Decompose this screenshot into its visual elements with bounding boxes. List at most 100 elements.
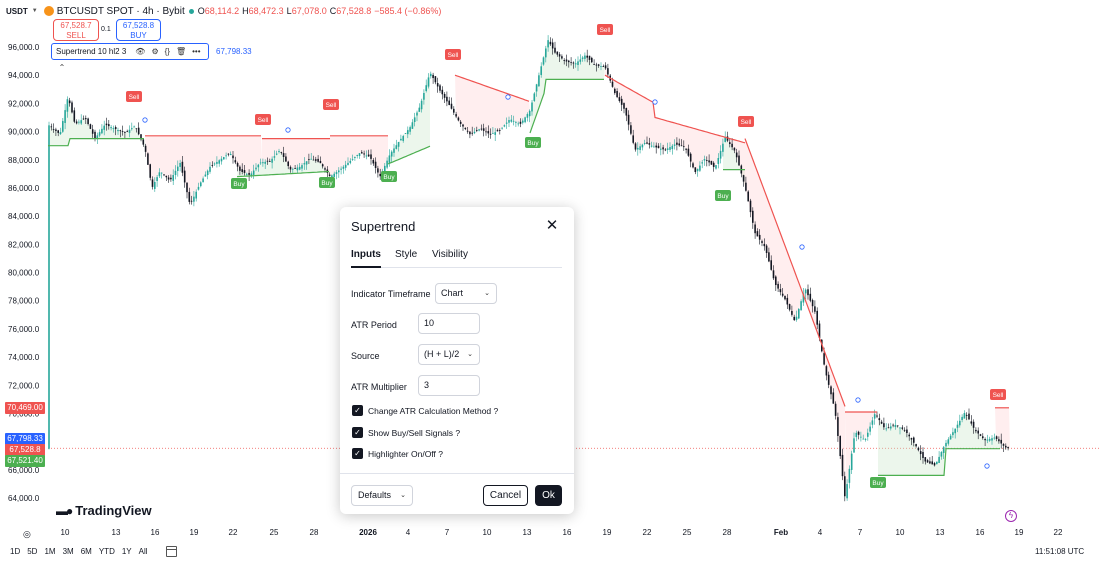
time-tick-label: 16	[151, 528, 160, 537]
checkbox-show-signals[interactable]: ✓ Show Buy/Sell Signals ?	[352, 427, 460, 438]
candle-body	[979, 434, 982, 436]
candle-body	[250, 173, 253, 176]
candle-body	[434, 76, 437, 83]
candle-body	[885, 428, 887, 430]
candle-body	[646, 142, 648, 144]
defaults-dropdown[interactable]: Defaults ⌄	[351, 485, 413, 506]
candle-body	[487, 131, 490, 134]
candle-body	[400, 138, 402, 141]
indicator-legend[interactable]: Supertrend 10 hl2 3 👁 ⚙ {} 🗑 •••	[51, 43, 209, 60]
supertrend-line	[48, 138, 144, 147]
price-tag: 70,469.00	[5, 402, 45, 414]
candle-body	[496, 130, 499, 132]
candle-body	[64, 110, 66, 123]
candle-body	[522, 120, 524, 123]
sell-signal-label: Sell	[993, 392, 1004, 399]
candle-body	[117, 130, 119, 132]
checkbox-checked-icon[interactable]: ✓	[352, 405, 363, 416]
candle-body	[446, 96, 448, 102]
timeframe-6m[interactable]: 6M	[80, 547, 92, 556]
ok-button[interactable]: Ok	[535, 485, 562, 506]
candle-body	[975, 429, 977, 432]
atr-multiplier-input[interactable]: 3	[418, 375, 480, 396]
ohlc-label: C	[329, 6, 337, 16]
candle-body	[482, 128, 485, 131]
candle-body	[462, 124, 464, 127]
trend-highlight	[388, 72, 430, 164]
candle-body	[273, 156, 276, 158]
ohlc-value: 67,528.8	[336, 6, 372, 16]
timeframe-1y[interactable]: 1Y	[121, 547, 132, 556]
chevron-up-icon[interactable]: ⌃	[58, 63, 66, 72]
candle-body	[163, 174, 165, 176]
time-tick-label: 16	[563, 528, 572, 537]
checkbox-checked-icon[interactable]: ✓	[352, 427, 363, 438]
candle-body	[165, 175, 168, 178]
timeframe-all[interactable]: All	[138, 547, 148, 556]
lightning-icon[interactable]: ϟ	[1005, 510, 1017, 522]
clock[interactable]: 11:51:08 UTC	[1035, 547, 1085, 556]
indicator-name[interactable]: Supertrend 10 hl2 3	[56, 47, 127, 56]
timeframe-3m[interactable]: 3M	[62, 547, 74, 556]
candle-body	[954, 428, 956, 434]
checkbox-highlighter[interactable]: ✓ Highlighter On/Off ?	[352, 448, 443, 459]
candle-body	[188, 191, 191, 202]
candle-body	[351, 158, 354, 160]
timeframe-select[interactable]: Chart ⌄	[435, 283, 497, 304]
quote-currency[interactable]: USDT	[6, 6, 28, 16]
chevron-down-icon[interactable]: ▼	[31, 8, 38, 14]
trash-icon[interactable]: 🗑	[175, 47, 187, 56]
sell-price: 67,528.7	[60, 21, 92, 30]
candle-body	[108, 124, 110, 127]
time-tick-label: 25	[683, 528, 692, 537]
tab-visibility[interactable]: Visibility	[432, 249, 468, 260]
candle-body	[798, 308, 800, 319]
more-icon[interactable]: •••	[192, 47, 201, 56]
tab-style[interactable]: Style	[395, 249, 418, 260]
candle-body	[641, 144, 644, 148]
candle-body	[384, 165, 386, 173]
candle-body	[220, 158, 223, 162]
checkbox-checked-icon[interactable]: ✓	[352, 448, 363, 459]
goto-date-icon[interactable]: ◎	[23, 529, 31, 539]
candle-body	[282, 153, 285, 157]
eye-icon[interactable]: 👁	[135, 47, 146, 56]
timeframe-1m[interactable]: 1M	[44, 547, 56, 556]
buy-button[interactable]: 67,528.8 BUY	[116, 19, 161, 41]
source-code-icon[interactable]: {}	[164, 47, 170, 56]
candle-body	[430, 73, 432, 77]
trend-highlight	[878, 413, 1000, 476]
sell-label: SELL	[66, 31, 86, 40]
atr-period-input[interactable]: 10	[418, 313, 480, 334]
cancel-button[interactable]: Cancel	[483, 485, 528, 506]
sell-signal-label: Sell	[600, 27, 611, 34]
settings-icon[interactable]: ⚙	[151, 47, 159, 56]
close-icon[interactable]: ✕	[545, 217, 559, 234]
candle-body	[919, 451, 922, 455]
symbol-name[interactable]: BTCUSDT SPOT · 4h · Bybit	[56, 5, 185, 17]
tab-inputs[interactable]: Inputs	[351, 249, 381, 260]
candle-body	[961, 416, 963, 420]
timeframe-1d[interactable]: 1D	[10, 547, 21, 556]
candle-body	[126, 131, 128, 133]
timeframe-5d[interactable]: 5D	[27, 547, 38, 556]
candle-body	[227, 153, 230, 155]
candle-body	[478, 129, 480, 131]
time-tick-label: 19	[603, 528, 612, 537]
candle-body	[770, 260, 772, 270]
candle-body	[846, 484, 848, 499]
candle-body	[949, 435, 952, 440]
source-select[interactable]: (H + L)/2 ⌄	[418, 344, 480, 365]
candle-body	[931, 461, 933, 465]
time-tick-label: 22	[229, 528, 238, 537]
timeframe-ytd[interactable]: YTD	[98, 547, 115, 556]
calendar-icon[interactable]	[166, 546, 177, 557]
sell-button[interactable]: 67,528.7 SELL	[53, 19, 99, 41]
trend-highlight	[330, 135, 388, 177]
candle-body	[216, 161, 218, 164]
candle-body	[853, 438, 855, 453]
price-tick-label: 84,000.0	[8, 212, 40, 221]
candle-body	[634, 143, 637, 150]
checkbox-atr-method[interactable]: ✓ Change ATR Calculation Method ?	[352, 405, 498, 416]
